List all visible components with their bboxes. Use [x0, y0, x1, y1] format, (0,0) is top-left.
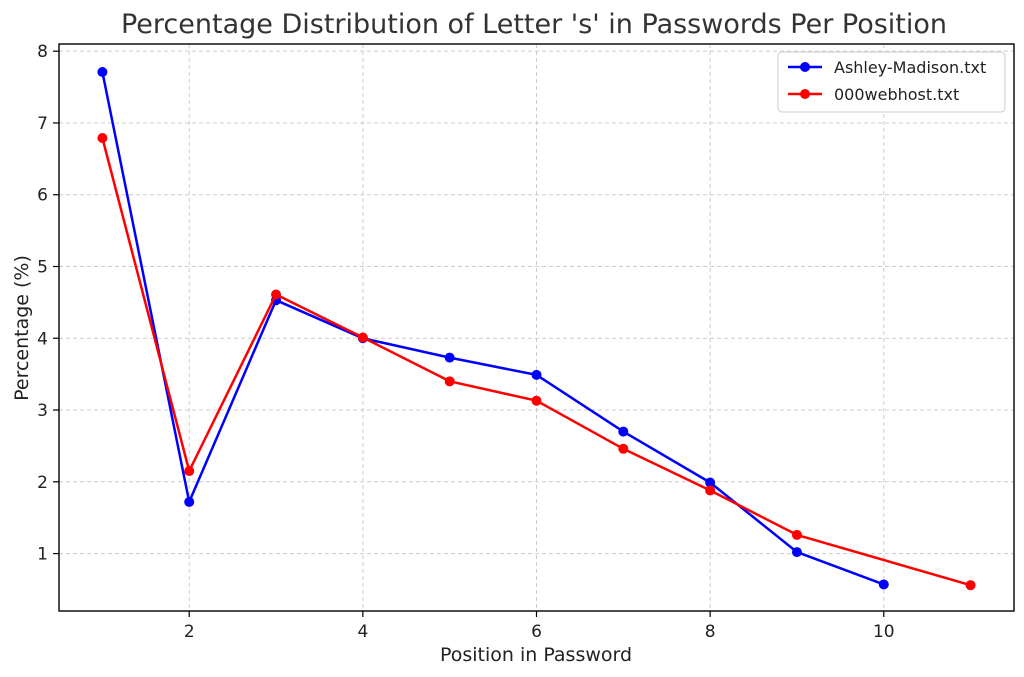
data-point-ashley-madison-txt [705, 477, 716, 488]
data-point-ashley-madison-txt [618, 426, 629, 437]
grid [59, 44, 1014, 611]
data-point-000webhost-txt [531, 395, 542, 406]
legend-marker-ashley-madison [800, 62, 810, 72]
data-point-000webhost-txt [271, 289, 282, 300]
legend-label-ashley-madison: Ashley-Madison.txt [834, 58, 986, 77]
chart-title: Percentage Distribution of Letter 's' in… [121, 9, 947, 40]
y-tick-label: 4 [37, 329, 48, 349]
y-tick-label: 5 [37, 257, 48, 277]
data-point-000webhost-txt [184, 466, 195, 477]
x-axis-label: Position in Password [440, 644, 632, 666]
x-tick-label: 8 [705, 622, 716, 642]
data-point-000webhost-txt [618, 443, 629, 454]
data-point-ashley-madison-txt [97, 66, 108, 77]
data-point-000webhost-txt [705, 485, 716, 496]
x-tick-label: 2 [184, 622, 195, 642]
data-point-000webhost-txt [444, 376, 455, 387]
x-tick-label: 6 [531, 622, 542, 642]
y-tick-label: 7 [37, 114, 48, 134]
y-tick-label: 6 [37, 186, 48, 206]
legend-label-000webhost: 000webhost.txt [834, 85, 959, 104]
data-point-ashley-madison-txt [531, 369, 542, 380]
series-line-000webhost-txt [101, 137, 971, 587]
y-tick-label: 8 [37, 42, 48, 62]
data-point-ashley-madison-txt [184, 496, 195, 507]
y-tick-label: 1 [37, 545, 48, 565]
legend: Ashley-Madison.txt 000webhost.txt [777, 51, 1006, 113]
data-point-000webhost-txt [965, 580, 976, 591]
y-tick-label: 3 [37, 401, 48, 421]
data-point-000webhost-txt [357, 332, 368, 343]
y-axis-label: Percentage (%) [11, 255, 33, 401]
series-layer [97, 66, 976, 591]
legend-box [777, 51, 1006, 113]
data-point-ashley-madison-txt [444, 352, 455, 363]
data-point-000webhost-txt [791, 529, 802, 540]
x-tick-label: 10 [873, 622, 895, 642]
data-point-ashley-madison-txt [878, 579, 889, 590]
series-line-ashley-madison-txt [101, 71, 885, 586]
legend-marker-000webhost [800, 89, 810, 99]
data-point-ashley-madison-txt [791, 547, 802, 558]
data-point-000webhost-txt [97, 133, 108, 144]
y-tick-label: 2 [37, 473, 48, 493]
x-tick-label: 4 [357, 622, 368, 642]
